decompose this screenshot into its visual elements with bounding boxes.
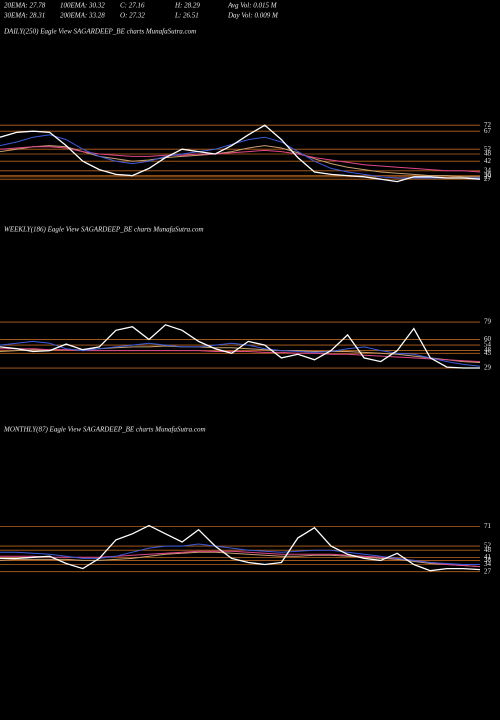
header-stat: Avg Vol: 0.015 M <box>227 2 278 10</box>
header-stat: L: 26.51 <box>174 12 199 20</box>
y-tick-label: 42 <box>484 157 492 165</box>
header-stat: O: 27.32 <box>120 12 145 20</box>
y-tick-label: 79 <box>484 318 492 326</box>
panel-title: DAILY(250) Eagle View SAGARDEEP_BE chart… <box>3 28 196 36</box>
price-line <box>0 543 480 565</box>
y-tick-label: 54 <box>484 341 492 349</box>
header-stat: 200EMA: 33.28 <box>60 12 105 20</box>
y-tick-label: 38 <box>484 556 492 564</box>
price-line <box>0 551 481 568</box>
price-line <box>0 340 481 367</box>
header-stat: Day Vol: 0.009 M <box>227 12 279 20</box>
header-stat: 30EMA: 28.31 <box>3 12 45 20</box>
y-tick-label: 29 <box>484 172 492 180</box>
y-tick-label: 30 <box>484 171 492 179</box>
y-tick-label: 71 <box>484 522 492 530</box>
y-tick-label: 48 <box>484 346 492 354</box>
y-tick-label: 34 <box>484 560 492 568</box>
header-stat: 100EMA: 30.32 <box>60 2 105 10</box>
y-tick-label: 41 <box>484 553 492 561</box>
y-tick-label: 72 <box>484 121 492 129</box>
y-tick-label: 52 <box>484 542 492 550</box>
header-stat: 20EMA: 27.78 <box>4 2 46 10</box>
price-line <box>0 324 480 369</box>
price-line <box>0 345 481 363</box>
y-tick-label: 48 <box>484 546 492 554</box>
y-tick-label: 52 <box>484 145 492 153</box>
panel-title: WEEKLY(186) Eagle View SAGARDEEP_BE char… <box>4 226 204 234</box>
price-line <box>0 124 481 183</box>
y-tick-label: 48 <box>484 150 492 158</box>
panel-title: MONTHLY(87) Eagle View SAGARDEEP_BE char… <box>3 426 206 434</box>
price-line <box>0 134 480 179</box>
y-tick-label: 27 <box>484 567 492 575</box>
y-tick-label: 60 <box>484 335 492 343</box>
y-tick-label: 45 <box>484 349 492 357</box>
header-stat: C: 27.16 <box>120 2 145 10</box>
y-tick-label: 29 <box>484 364 492 372</box>
y-tick-label: 27 <box>484 175 492 183</box>
price-line <box>0 524 481 572</box>
y-tick-label: 67 <box>484 127 492 135</box>
price-line <box>0 146 481 173</box>
y-tick-label: 34 <box>484 166 492 174</box>
header-stat: H: 28.29 <box>174 2 200 10</box>
